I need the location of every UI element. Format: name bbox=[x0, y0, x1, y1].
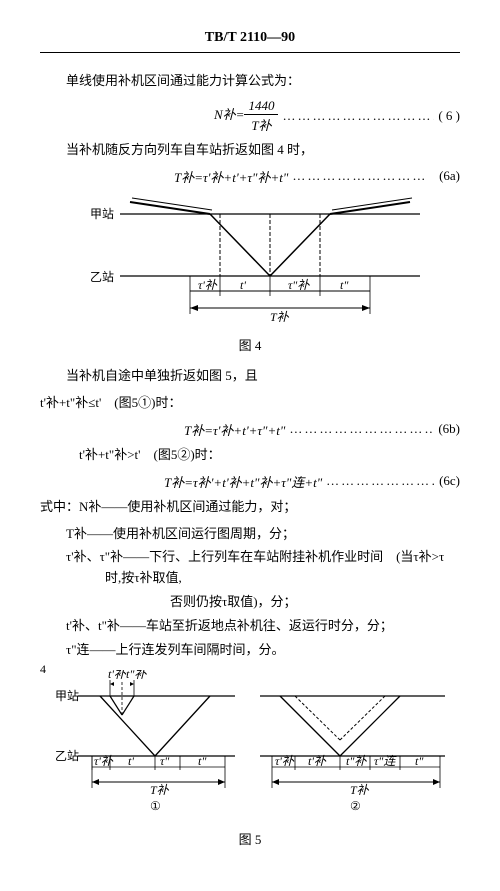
svg-text:τ"连: τ"连 bbox=[374, 754, 397, 768]
figure-5: 甲站 乙站 t'补 t"补 τ'补 t' τ" t" T补 ① τ'补 t'补 … bbox=[50, 670, 450, 820]
svg-text:②: ② bbox=[350, 799, 361, 813]
equation-6b: T补=τ'补+t'+τ"+t" ………………………… (6b) bbox=[40, 420, 460, 439]
svg-text:t"补: t"补 bbox=[126, 670, 147, 681]
svg-text:τ'补: τ'补 bbox=[198, 278, 218, 292]
svg-text:τ"补: τ"补 bbox=[288, 278, 310, 292]
svg-text:乙站: 乙站 bbox=[55, 749, 79, 763]
equation-6c: T补=τ补'+t'补+t"补+τ"连+t" ……………………… (6c) bbox=[40, 472, 460, 491]
svg-text:τ": τ" bbox=[160, 754, 170, 768]
def-2: T补——使用补机区间运行图周期，分； bbox=[40, 524, 460, 545]
svg-text:t': t' bbox=[240, 278, 246, 292]
svg-text:t"补: t"补 bbox=[346, 754, 367, 768]
def-5: τ"连——上行连发列车间隔时间，分。 bbox=[40, 640, 460, 661]
cond-6b-text: t'补+t"补≤t' (图5①)时： bbox=[40, 393, 460, 414]
svg-text:t": t" bbox=[198, 754, 207, 768]
def-3b: 否则仍按τ取值)，分； bbox=[40, 592, 460, 613]
doc-header: TB/T 2110—90 bbox=[40, 30, 460, 53]
def-4: t'补、t"补——车站至折返地点补机往、返运行时分，分； bbox=[40, 616, 460, 637]
intro-text: 单线使用补机区间通过能力计算公式为： bbox=[40, 71, 460, 92]
svg-text:t": t" bbox=[340, 278, 349, 292]
figure-4: 甲站 乙站 τ'补 t' τ"补 t" T补 bbox=[70, 196, 430, 326]
svg-text:t": t" bbox=[415, 754, 424, 768]
defs-head: 式中：N补——使用补机区间通过能力，对； bbox=[40, 497, 460, 518]
def-3: τ'补、τ"补——下行、上行列车在车站附挂补机作业时间 (当τ补>τ时,按τ补取… bbox=[40, 547, 460, 589]
svg-text:t': t' bbox=[128, 754, 134, 768]
equation-6a: T补=τ'补+t'+τ"补+t" ……………………… (6a) bbox=[40, 167, 460, 186]
svg-text:t'补: t'补 bbox=[108, 670, 127, 681]
equation-6: N补=1440T补 ……………………………… ( 6 ) bbox=[40, 98, 460, 134]
svg-text:T补: T补 bbox=[350, 783, 370, 797]
svg-text:τ'补: τ'补 bbox=[275, 754, 295, 768]
page-number: 4 bbox=[40, 662, 46, 677]
fig4-station-a: 甲站 bbox=[90, 207, 114, 221]
cond-6a-text: 当补机随反方向列车自车站折返如图 4 时， bbox=[40, 140, 460, 161]
cond-6c-text: t'补+t"补>t' (图5②)时： bbox=[40, 445, 460, 466]
fig4-station-b: 乙站 bbox=[90, 270, 114, 284]
svg-text:t'补: t'补 bbox=[308, 754, 327, 768]
svg-text:甲站: 甲站 bbox=[55, 689, 79, 703]
fig4-caption: 图 4 bbox=[40, 336, 460, 357]
svg-text:T补: T补 bbox=[270, 310, 290, 324]
svg-text:①: ① bbox=[150, 799, 161, 813]
cond-fig5-text: 当补机自途中单独折返如图 5，且 bbox=[40, 366, 460, 387]
svg-text:T补: T补 bbox=[150, 783, 170, 797]
fig5-caption: 图 5 bbox=[40, 830, 460, 851]
svg-text:τ'补: τ'补 bbox=[94, 754, 114, 768]
